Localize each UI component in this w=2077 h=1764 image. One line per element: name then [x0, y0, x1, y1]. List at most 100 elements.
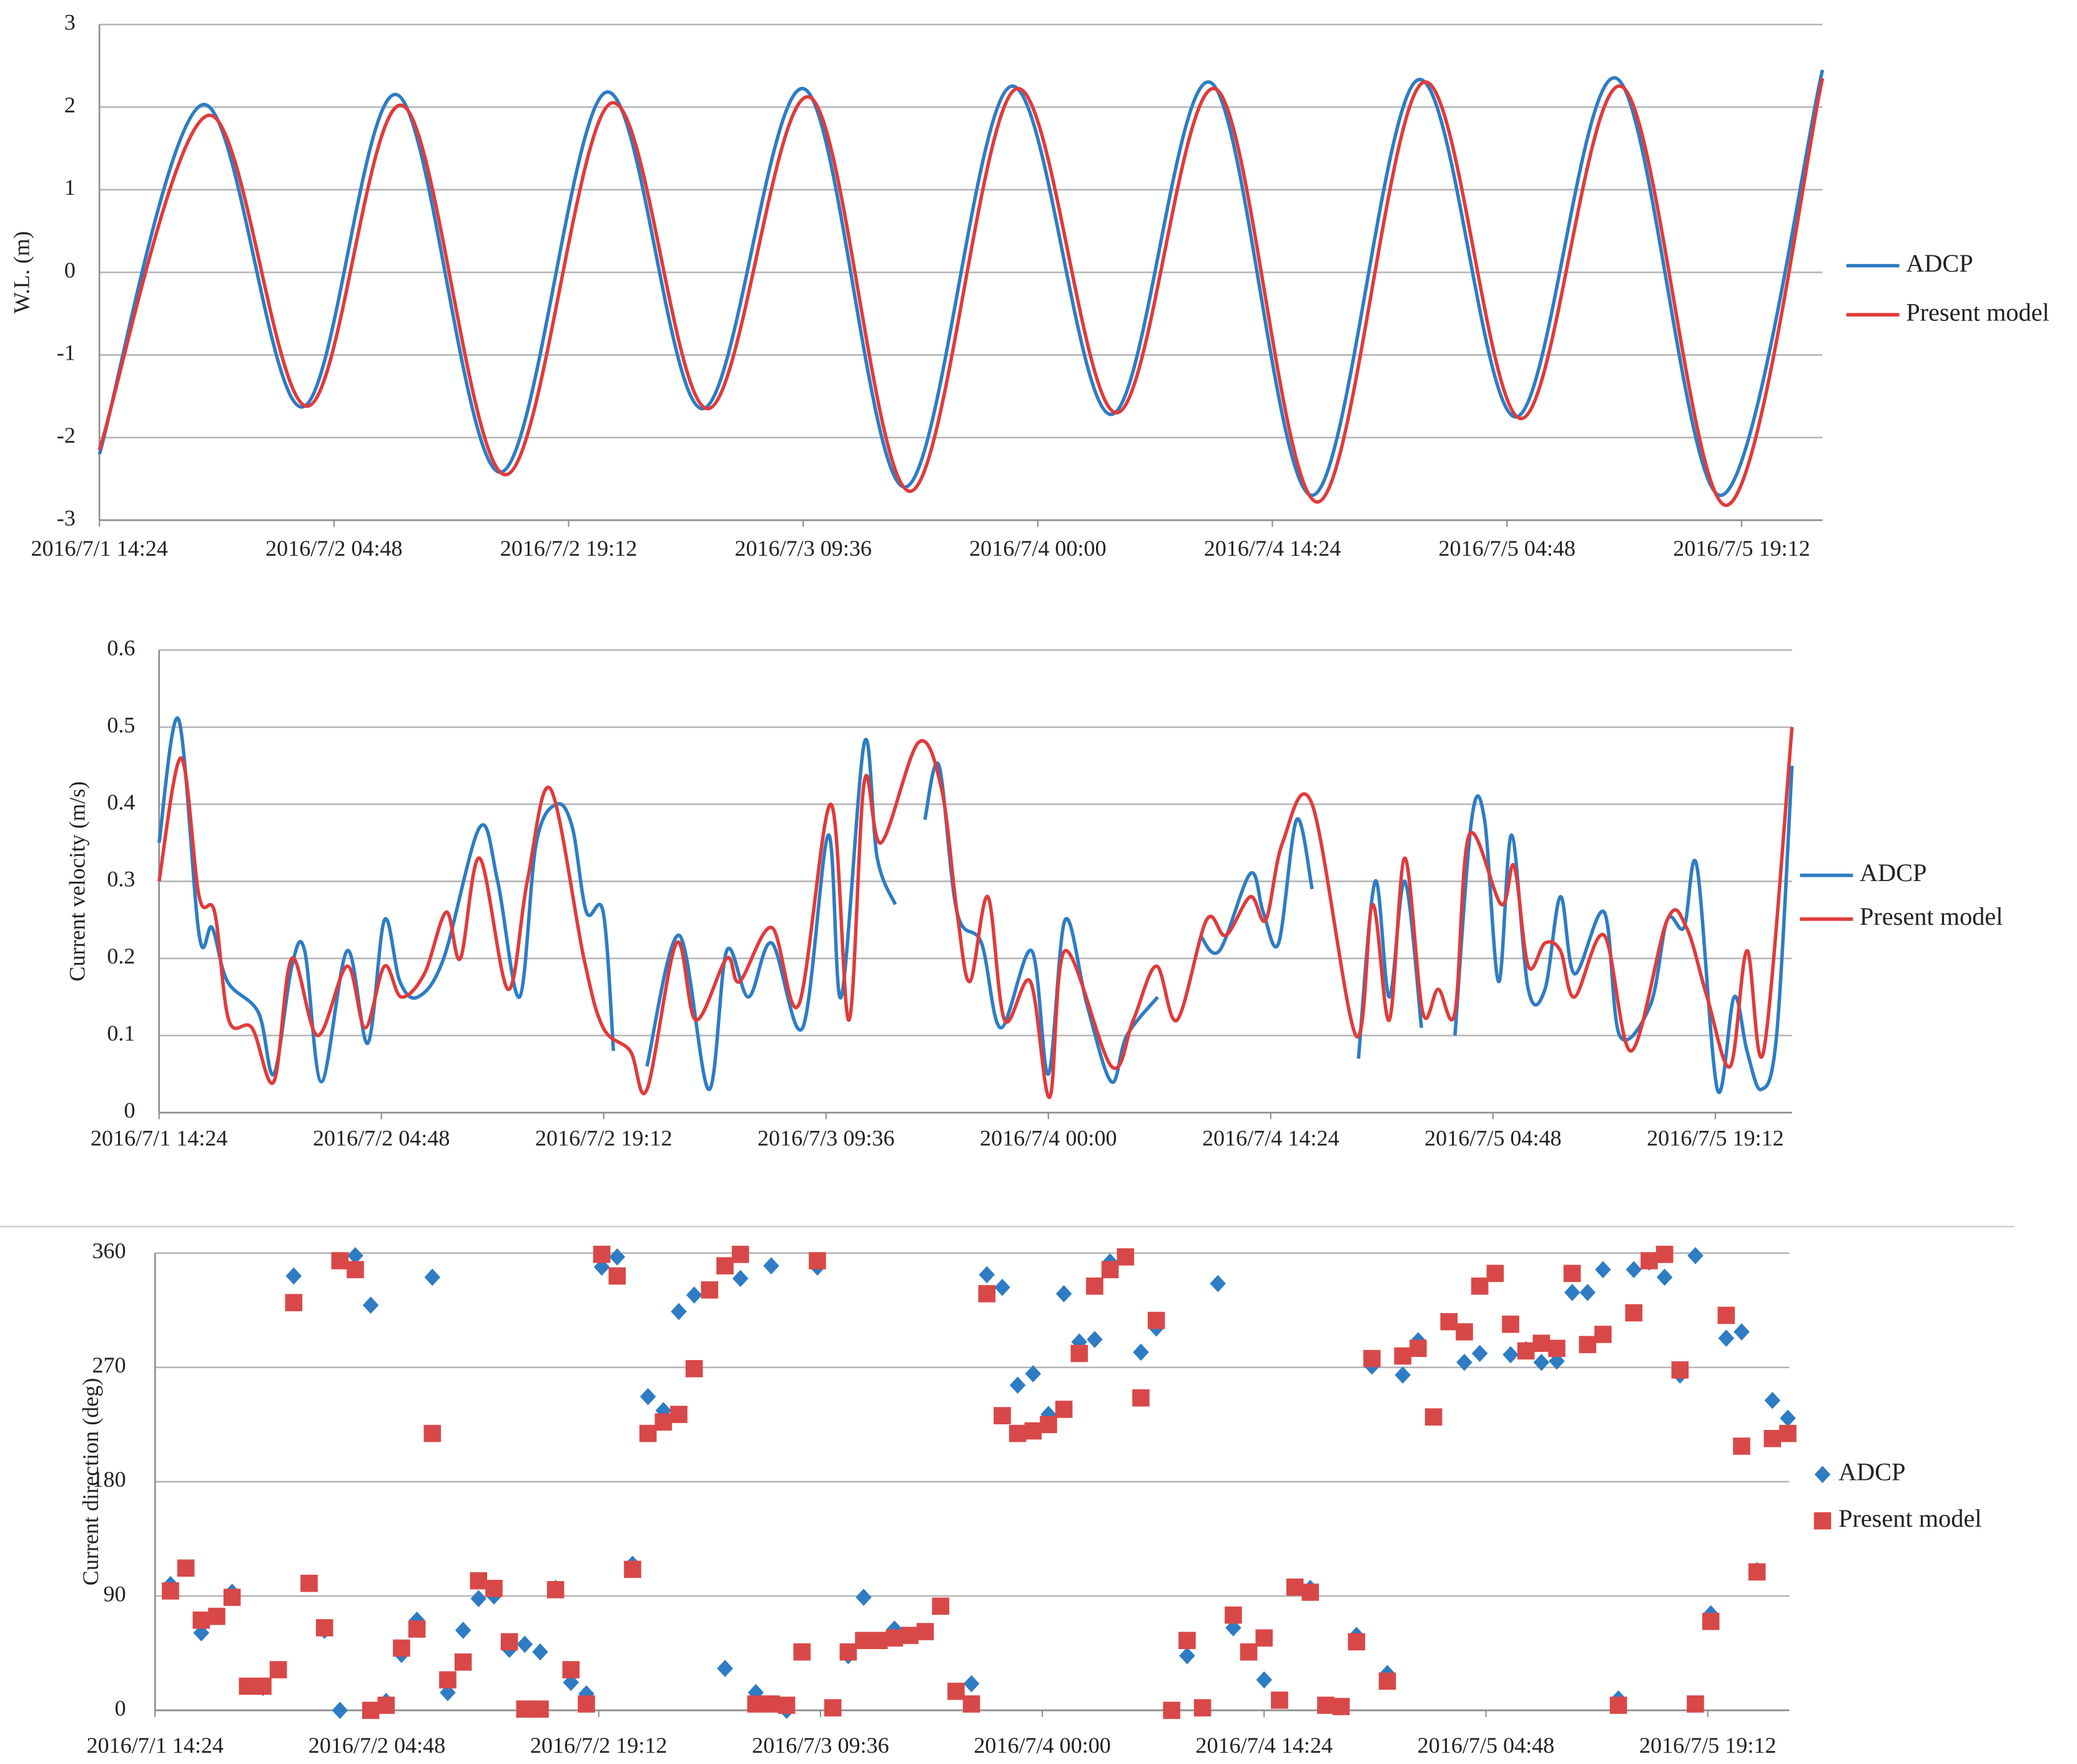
point: [1655, 1246, 1674, 1263]
point: [901, 1627, 919, 1644]
x-tick-label: 2016/7/5 19:12: [1673, 536, 1810, 561]
legend-label: ADCP: [1906, 249, 1973, 277]
point: [1055, 1401, 1073, 1418]
point: [979, 1266, 995, 1284]
point: [1424, 1408, 1443, 1426]
point: [747, 1695, 765, 1713]
point: [1687, 1247, 1704, 1264]
point: [362, 1702, 380, 1719]
point: [1717, 1306, 1735, 1324]
y-tick-label: 2: [64, 92, 76, 117]
point: [1163, 1702, 1181, 1719]
y-tick-label: 0.5: [107, 712, 135, 737]
point: [1533, 1353, 1550, 1371]
legend-label: ADCP: [1838, 1458, 1906, 1486]
point: [1193, 1699, 1211, 1717]
point: [1378, 1672, 1396, 1690]
point: [963, 1675, 980, 1693]
point: [1625, 1304, 1643, 1322]
point: [1317, 1697, 1335, 1714]
point: [639, 1424, 657, 1442]
point: [916, 1623, 934, 1640]
point: [1070, 1344, 1088, 1362]
legend-label: Present model: [1906, 298, 2050, 326]
x-tick-label: 2016/7/2 04:48: [308, 1733, 445, 1758]
point: [1532, 1334, 1551, 1353]
point: [1702, 1612, 1720, 1630]
y-axis-label: Current direction (deg): [78, 1378, 103, 1586]
point: [855, 1632, 872, 1650]
x-tick-label: 2016/7/2 19:12: [500, 536, 637, 561]
point: [192, 1611, 210, 1629]
point: [239, 1677, 257, 1695]
point: [1009, 1424, 1027, 1442]
point: [1486, 1264, 1504, 1283]
point: [285, 1267, 302, 1285]
point: [1594, 1326, 1612, 1343]
point: [470, 1572, 488, 1590]
point: [717, 1660, 733, 1677]
point: [1687, 1695, 1704, 1713]
point: [423, 1424, 442, 1442]
point: [731, 1246, 749, 1263]
point: [393, 1639, 410, 1657]
x-tick-label: 2016/7/4 14:24: [1204, 536, 1341, 561]
point: [685, 1360, 703, 1377]
point: [531, 1700, 549, 1718]
point: [1440, 1313, 1458, 1331]
y-tick-label: 180: [92, 1467, 126, 1492]
y-axis-label: W.L. (m): [9, 231, 34, 313]
point: [809, 1252, 826, 1269]
x-tick-label: 2016/7/3 09:36: [734, 536, 871, 561]
point: [716, 1257, 734, 1274]
point: [608, 1267, 626, 1285]
x-tick-label: 2016/7/4 00:00: [969, 536, 1106, 561]
point: [1780, 1409, 1796, 1427]
point: [300, 1574, 318, 1592]
point: [856, 1589, 872, 1606]
point: [1734, 1323, 1750, 1341]
point: [1055, 1285, 1072, 1303]
point: [1718, 1329, 1735, 1347]
point: [331, 1252, 349, 1269]
series-line: [157, 727, 1794, 1099]
y-tick-label: 0.4: [107, 789, 135, 814]
point: [1548, 1339, 1566, 1357]
x-tick-label: 2016/7/2 04:48: [313, 1126, 450, 1151]
x-tick-label: 2016/7/4 14:24: [1196, 1733, 1333, 1758]
point: [455, 1622, 471, 1639]
point: [1394, 1366, 1411, 1384]
point: [208, 1607, 225, 1625]
point: [1301, 1584, 1320, 1601]
y-tick-label: 0: [64, 257, 76, 282]
y-tick-label: -3: [57, 505, 76, 530]
point: [609, 1248, 626, 1266]
point: [654, 1413, 673, 1431]
y-tick-label: 0: [124, 1098, 135, 1123]
point: [408, 1620, 426, 1638]
point: [1147, 1311, 1165, 1329]
series-line: [97, 69, 1825, 498]
point: [1456, 1353, 1473, 1371]
point: [839, 1643, 857, 1661]
point: [1178, 1632, 1196, 1650]
point: [315, 1619, 333, 1637]
point: [454, 1653, 472, 1671]
point: [1332, 1698, 1350, 1715]
x-tick-label: 2016/7/5 19:12: [1647, 1126, 1783, 1151]
point: [362, 1296, 379, 1314]
x-tick-label: 2016/7/5 19:12: [1639, 1733, 1776, 1758]
point: [1133, 1343, 1149, 1361]
y-tick-label: -1: [57, 340, 76, 365]
point: [1024, 1422, 1042, 1440]
x-tick-label: 2016/7/1 14:24: [31, 536, 167, 561]
point: [824, 1699, 842, 1717]
point: [932, 1597, 950, 1615]
point: [1240, 1643, 1258, 1661]
point: [1040, 1416, 1057, 1434]
y-tick-label: 270: [92, 1353, 126, 1377]
x-tick-label: 2016/7/5 04:48: [1438, 536, 1575, 561]
point: [347, 1261, 364, 1279]
point: [1086, 1277, 1103, 1295]
